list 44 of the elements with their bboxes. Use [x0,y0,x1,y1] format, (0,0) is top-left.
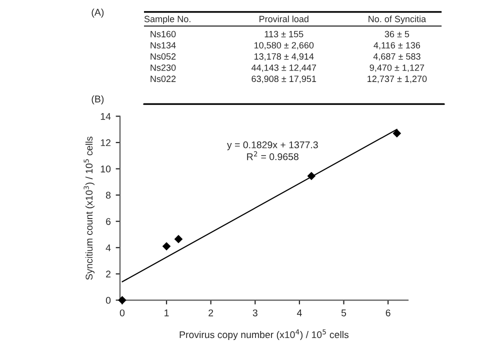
text: (A) [92,8,104,18]
text: 12,737 ± 1,270 [368,76,427,84]
y-tick-label: 8 [106,192,111,199]
x-tick-label: 6 [386,309,390,316]
text: Ns052 [150,53,176,60]
text: 4,116 ± 136 [374,42,420,50]
x-axis-title: Provirus copy number (x10$^{4}$) / 10$^{5}$ cells [180,329,349,340]
point [118,296,126,304]
text: 44,143 ± 12,447 [251,64,316,72]
x-tick-label: 4 [296,310,302,316]
annotation: R$^{2}$ = 0.9658 [247,151,298,160]
point [162,242,171,250]
text: No. of Syncitia [368,16,426,24]
y-tick-label: 12 [100,139,110,146]
text: Ns022 [150,76,176,82]
text: 9,470 ± 1,127 [370,64,424,72]
y-tick-label: 2 [106,270,110,278]
text: 10,580 ± 2,660 [254,42,314,50]
x-tick-label: 2 [208,309,214,316]
y-axis-title: Syncitium count (x10$^{3}$) / 10$^{5}$ cells [84,136,95,280]
y-tick-label: 4 [106,244,111,252]
y-tick-label: 10 [100,166,111,172]
text: Proviral load [260,16,308,22]
text: 113 ± 155 [264,30,304,38]
text: 4,687 ± 583 [373,53,420,61]
y-tick-label: 14 [100,113,111,120]
annotation: y = 0.1829x + 1377.3 [226,141,318,150]
text: 36 ± 5 [384,30,410,38]
text: Ns230 [150,64,176,71]
text: 63,908 ± 17,951 [252,76,316,84]
text: Ns134 [150,42,176,48]
text: 13,178 ± 4,914 [254,53,314,61]
text: Sample No. [144,16,190,24]
x-tick-label: 1 [164,310,169,316]
text: Ns160 [150,30,176,38]
y-tick-label: 6 [106,218,111,225]
point [174,234,183,244]
x-tick-label: 0 [120,309,125,316]
y-tick-label: 0 [106,296,111,304]
point [392,129,402,138]
chart-title: (B) [92,95,104,104]
x-tick-label: 3 [252,309,258,316]
point [307,172,316,180]
x-tick-label: 5 [341,310,346,316]
